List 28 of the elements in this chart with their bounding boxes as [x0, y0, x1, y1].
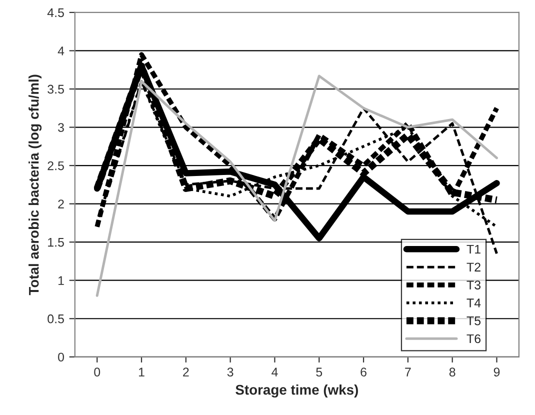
x-tick-label: 6 [360, 368, 366, 376]
y-axis-title: Total aerobic bacteria (log cfu/ml) [28, 74, 42, 296]
x-tick-label: 8 [449, 368, 456, 376]
y-tick-label: 2 [58, 200, 64, 208]
legend-label: T5 [466, 316, 481, 326]
y-tick-label: 4 [58, 46, 64, 56]
x-tick-label: 4 [272, 368, 278, 376]
y-tick-label: 0.5 [48, 314, 64, 324]
y-tick-label: 2.5 [48, 161, 64, 170]
x-tick-label: 9 [494, 368, 500, 376]
y-tick-label: 3 [58, 123, 64, 132]
x-axis-title: Storage time (wks) [236, 384, 358, 398]
legend-label: T3 [466, 280, 481, 290]
legend-label: T2 [466, 262, 480, 272]
x-tick-label: 5 [316, 368, 322, 376]
y-tick-label: 3.5 [48, 84, 64, 94]
x-tick-label: 7 [405, 368, 411, 376]
x-tick-label: 1 [138, 368, 144, 376]
legend-label: T6 [466, 334, 481, 344]
x-tick-label: 3 [227, 368, 234, 376]
y-tick-label: 4.5 [47, 8, 64, 18]
y-tick-label: 1.5 [48, 238, 64, 247]
x-tick-label: 0 [94, 368, 100, 376]
y-tick-label: 1 [58, 276, 64, 285]
x-tick-label: 2 [183, 368, 189, 376]
y-tick-label: 0 [58, 352, 64, 362]
legend-label: T4 [466, 298, 481, 308]
legend-label: T1 [466, 244, 480, 254]
